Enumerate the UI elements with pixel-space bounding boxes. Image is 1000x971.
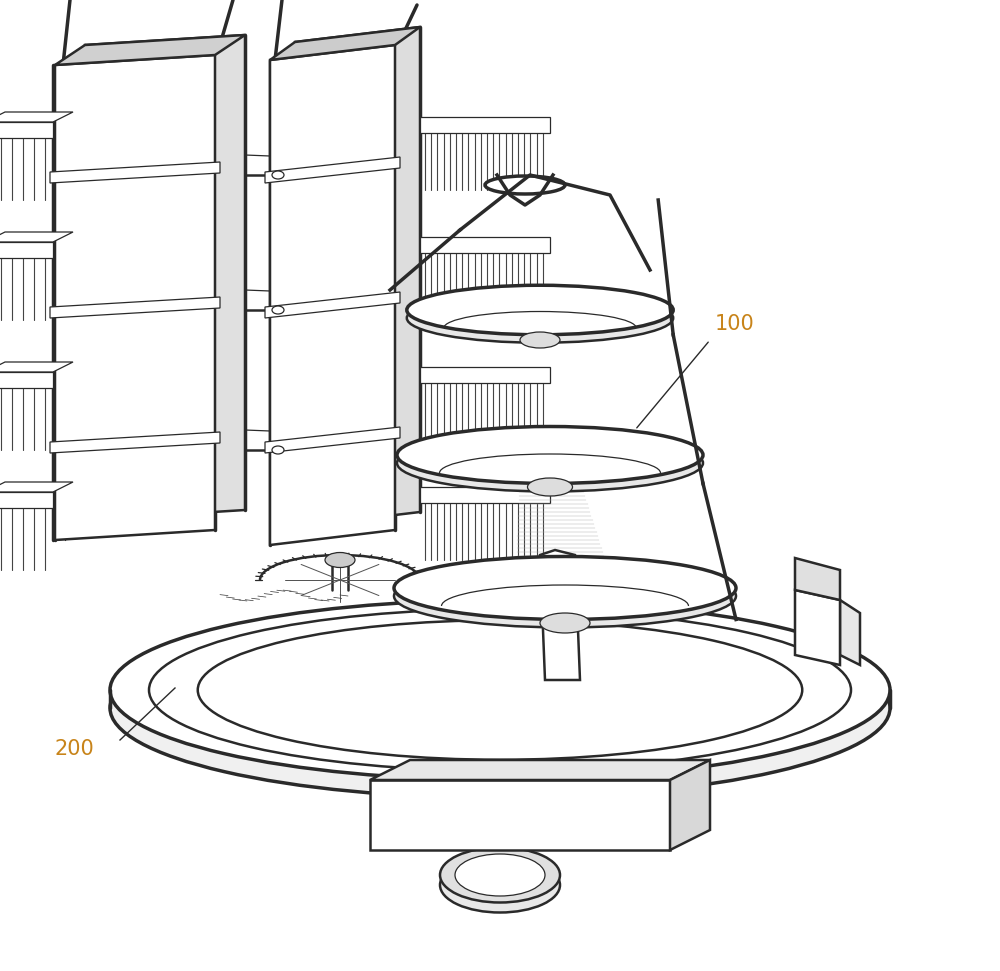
Text: 200: 200	[55, 739, 95, 759]
Polygon shape	[370, 760, 710, 780]
Ellipse shape	[149, 609, 851, 771]
Polygon shape	[0, 122, 53, 138]
Polygon shape	[795, 558, 840, 600]
Ellipse shape	[407, 285, 673, 335]
Polygon shape	[0, 362, 73, 372]
Ellipse shape	[198, 620, 802, 759]
Ellipse shape	[272, 446, 284, 454]
Polygon shape	[55, 35, 245, 65]
Polygon shape	[795, 590, 840, 665]
Ellipse shape	[520, 332, 560, 348]
Polygon shape	[0, 492, 53, 508]
Polygon shape	[0, 112, 73, 122]
Polygon shape	[0, 242, 53, 258]
Polygon shape	[270, 27, 420, 60]
Polygon shape	[265, 427, 400, 453]
Ellipse shape	[394, 556, 736, 619]
Ellipse shape	[455, 854, 545, 896]
Ellipse shape	[440, 848, 560, 902]
Polygon shape	[840, 600, 860, 665]
Polygon shape	[295, 27, 420, 527]
Ellipse shape	[397, 426, 703, 484]
Ellipse shape	[440, 857, 560, 913]
Polygon shape	[420, 117, 550, 133]
Polygon shape	[265, 157, 400, 183]
Ellipse shape	[407, 293, 673, 343]
Polygon shape	[670, 760, 710, 850]
Ellipse shape	[485, 176, 565, 194]
Polygon shape	[270, 45, 395, 545]
Polygon shape	[50, 297, 220, 318]
Ellipse shape	[272, 306, 284, 314]
Polygon shape	[50, 432, 220, 453]
Polygon shape	[50, 162, 220, 183]
Ellipse shape	[325, 552, 355, 567]
Polygon shape	[0, 372, 53, 388]
Ellipse shape	[394, 564, 736, 627]
Polygon shape	[370, 780, 670, 850]
Ellipse shape	[272, 171, 284, 179]
Polygon shape	[0, 482, 73, 492]
Polygon shape	[265, 292, 400, 318]
Polygon shape	[85, 35, 245, 520]
Ellipse shape	[110, 600, 890, 780]
Polygon shape	[420, 367, 550, 383]
Polygon shape	[540, 550, 580, 680]
Ellipse shape	[397, 434, 703, 491]
Ellipse shape	[528, 478, 572, 496]
Polygon shape	[55, 55, 215, 540]
Ellipse shape	[540, 613, 590, 633]
Text: 100: 100	[715, 314, 755, 334]
Ellipse shape	[110, 618, 890, 798]
Polygon shape	[420, 237, 550, 253]
Polygon shape	[0, 232, 73, 242]
Polygon shape	[420, 487, 550, 503]
